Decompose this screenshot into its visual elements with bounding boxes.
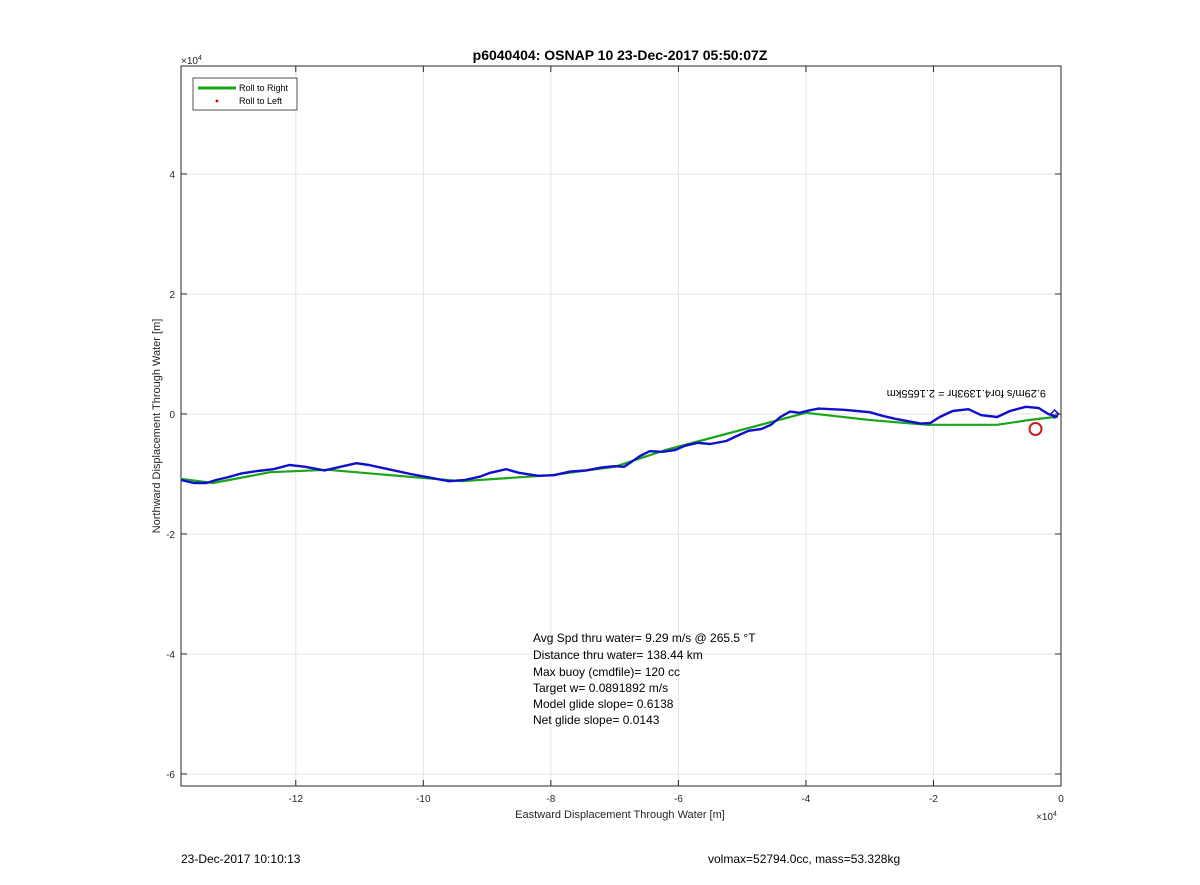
x-tick-label: -2 [929,794,938,805]
stat-avg-speed: Avg Spd thru water= 9.29 m/s @ 265.5 °T [533,631,756,645]
x-tick-label: -10 [416,794,431,805]
legend-label-roll-right: Roll to Right [239,83,289,93]
stat-net-glide: Net glide slope= 0.0143 [533,713,660,727]
stat-target-w: Target w= 0.0891892 m/s [533,681,668,695]
y-tick-label: 2 [169,290,175,301]
stat-distance: Distance thru water= 138.44 km [533,648,703,662]
marker-layer [1028,408,1060,436]
footer-timestamp: 23-Dec-2017 10:10:13 [181,852,301,866]
x-exponent-power: 4 [1053,811,1057,818]
stats-block: Avg Spd thru water= 9.29 m/s @ 265.5 °T … [533,631,756,727]
x-tick-label: -4 [801,794,810,805]
x-tick-label: -8 [546,794,555,805]
svg-text:×104: ×104 [1036,811,1057,823]
svg-text:×104: ×104 [181,55,202,67]
x-tick-label: 0 [1058,794,1064,805]
grid-lines [181,66,1062,786]
series-line-trajectory [180,405,1059,485]
stat-max-buoy: Max buoy (cmdfile)= 120 cc [533,665,680,679]
y-exponent-base: ×10 [181,56,198,67]
y-axis-label: Northward Displacement Through Water [m] [151,319,163,534]
chart-title: p6040404: OSNAP 10 23-Dec-2017 05:50:07Z [473,47,768,63]
legend-dot-roll-left [215,99,219,103]
x-exponent-base: ×10 [1036,812,1053,823]
x-axis-label: Eastward Displacement Through Water [m] [515,809,725,821]
stat-model-glide: Model glide slope= 0.6138 [533,697,674,711]
start-diamond-marker [1049,408,1060,420]
legend: Roll to Right Roll to Left [192,77,298,111]
legend-box [192,77,298,111]
y-tick-label: 0 [169,410,175,421]
curve-annotation: 9.29m/s for4.1393hr = 2.1655km [887,387,1046,399]
axes-box [180,65,1062,787]
series-layer [180,405,1059,485]
end-circle-marker [1028,422,1043,436]
y-exponent-label: ×104 [181,55,202,67]
x-tick-labels: -12 -10 -8 -6 -4 -2 0 [289,66,1064,805]
y-tick-label: -6 [166,770,175,781]
x-tick-label: -6 [674,794,683,805]
footer-volume-mass: volmax=52794.0cc, mass=53.328kg [708,852,901,866]
series-line-roll-to-right [180,411,1055,485]
y-tick-label: -4 [166,650,175,661]
y-tick-label: -2 [166,530,175,541]
x-exponent-label: ×104 [1036,811,1057,823]
y-tick-label: 4 [169,170,175,181]
y-tick-labels: -6 -4 -2 0 2 4 [166,170,1061,781]
y-exponent-power: 4 [198,55,202,62]
x-tick-label: -12 [289,794,304,805]
legend-label-roll-left: Roll to Left [239,96,283,106]
